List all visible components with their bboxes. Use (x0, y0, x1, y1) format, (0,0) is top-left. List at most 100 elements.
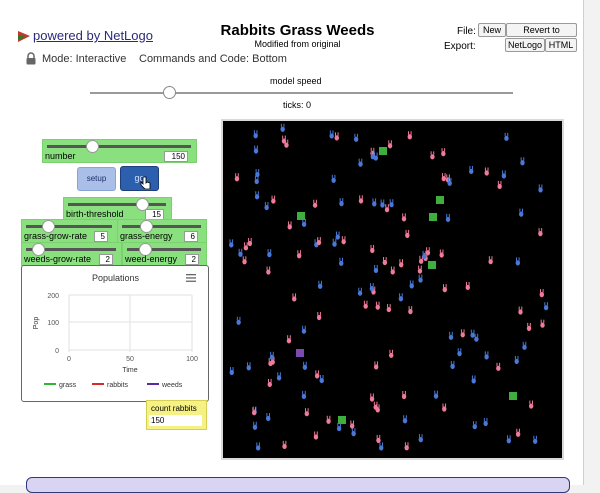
slider-track[interactable] (68, 203, 166, 206)
rabbit-agent (271, 195, 276, 204)
grass-patch (297, 212, 305, 220)
weed-energy-slider[interactable]: weed-energy 2 (122, 242, 207, 266)
rabbit-agent (422, 250, 427, 259)
grass-patch (429, 213, 437, 221)
rabbit-agent (353, 133, 359, 142)
rabbit-agent (496, 362, 501, 371)
x-tick-label: 50 (126, 356, 134, 363)
slider-track[interactable] (26, 248, 116, 251)
rabbit-agent (301, 390, 307, 400)
slider-track[interactable] (47, 145, 191, 148)
lock-icon[interactable] (26, 52, 36, 65)
slider-thumb[interactable] (136, 198, 149, 211)
rabbit-agent (532, 435, 538, 444)
world-view[interactable] (221, 119, 564, 460)
number-slider[interactable]: number 150 (42, 139, 197, 163)
rabbit-agent (460, 329, 465, 338)
slider-value[interactable]: 150 (164, 151, 188, 162)
slider-track[interactable] (127, 248, 201, 251)
export-html-button[interactable]: HTML (545, 38, 577, 52)
rabbit-agent (418, 434, 423, 443)
slider-thumb[interactable] (42, 220, 55, 233)
slider-thumb[interactable] (32, 243, 45, 256)
rabbit-agent (471, 375, 476, 384)
commands-code-toggle[interactable]: Commands and Code: Bottom (139, 53, 287, 65)
rabbit-agent (254, 191, 260, 200)
rabbit-agent (457, 348, 462, 357)
rabbit-agent (267, 378, 272, 388)
new-button[interactable]: New (478, 23, 506, 37)
y-tick-label: 100 (47, 320, 59, 327)
rabbit-agent (373, 401, 378, 410)
slider-track[interactable] (122, 225, 201, 228)
count-rabbits-monitor: count rabbits 150 (146, 400, 207, 430)
rabbit-agent (450, 360, 455, 369)
slider-value[interactable]: 2 (99, 254, 113, 265)
rabbit-agent (474, 333, 479, 342)
export-netlogo-button[interactable]: NetLogo (505, 38, 545, 52)
birth-threshold-slider[interactable]: birth-threshold 15 (63, 197, 172, 220)
y-axis-label: Pop (33, 317, 40, 330)
rabbit-agent (386, 304, 392, 313)
rabbit-agent (357, 287, 363, 296)
rabbit-agent (339, 198, 344, 207)
legend-grass: grass (44, 382, 77, 389)
weeds-grow-rate-slider[interactable]: weeds-grow-rate 2 (21, 242, 122, 266)
rabbit-agent (472, 421, 477, 430)
rabbit-agent (314, 370, 320, 379)
rabbit-agent (336, 423, 342, 432)
rabbit-agent (349, 420, 355, 429)
slider-value[interactable]: 6 (184, 231, 198, 242)
grass-patch (436, 196, 444, 204)
rabbit-agent (484, 167, 489, 176)
powered-by-link[interactable]: powered by NetLogo (33, 28, 153, 43)
grass-grow-rate-slider[interactable]: grass-grow-rate 5 (21, 219, 118, 243)
rabbit-agent (417, 265, 423, 274)
slider-thumb[interactable] (86, 140, 99, 153)
rabbit-agent (267, 249, 272, 258)
setup-button[interactable]: setup (77, 167, 116, 191)
rabbit-agent (518, 208, 524, 217)
rabbit-agent (398, 293, 404, 302)
rabbit-agent (331, 174, 336, 183)
grass-energy-slider[interactable]: grass-energy 6 (117, 219, 207, 243)
rabbit-agent (538, 228, 543, 237)
rabbit-agent (254, 176, 259, 185)
rabbit-agent (339, 257, 344, 266)
revert-to-original-button[interactable]: Revert to Original (506, 23, 577, 47)
hamburger-icon[interactable] (186, 274, 196, 282)
x-axis-label: Time (122, 367, 137, 374)
rabbit-agent (515, 257, 521, 266)
rabbit-agent (515, 428, 521, 437)
rabbit-agent (469, 165, 474, 175)
rabbit-agent (264, 202, 269, 211)
rabbit-agent (358, 158, 363, 167)
mode-toggle[interactable]: Mode: Interactive (42, 53, 127, 65)
slider-thumb[interactable] (140, 220, 153, 233)
slider-value[interactable]: 2 (185, 254, 199, 265)
rabbit-agent (442, 403, 447, 412)
slider-thumb[interactable] (139, 243, 152, 256)
populations-plot: Populations 200 100 0 0 50 100 Time Pop (21, 265, 209, 402)
rabbit-agent (286, 335, 292, 344)
rabbit-agent (380, 199, 385, 208)
rabbit-agent (247, 238, 253, 247)
model-speed-slider[interactable] (90, 92, 513, 94)
rabbit-agent (370, 151, 376, 160)
rabbit-agent (445, 213, 451, 223)
rabbit-agent (539, 289, 544, 298)
command-center-panel[interactable] (26, 477, 570, 493)
rabbit-agent (522, 341, 527, 350)
rabbit-agent (326, 415, 331, 424)
rabbit-agent (329, 130, 334, 139)
rabbit-agent (470, 329, 475, 338)
slider-label: birth-threshold (66, 209, 124, 219)
rabbit-agent (341, 236, 346, 245)
rabbit-agent (255, 169, 260, 178)
model-speed-thumb[interactable] (163, 86, 176, 99)
slider-track[interactable] (26, 225, 112, 228)
rabbit-agent (387, 140, 393, 149)
rabbit-agent (526, 322, 532, 331)
go-button[interactable]: go (120, 166, 159, 191)
slider-value[interactable]: 5 (94, 231, 108, 242)
